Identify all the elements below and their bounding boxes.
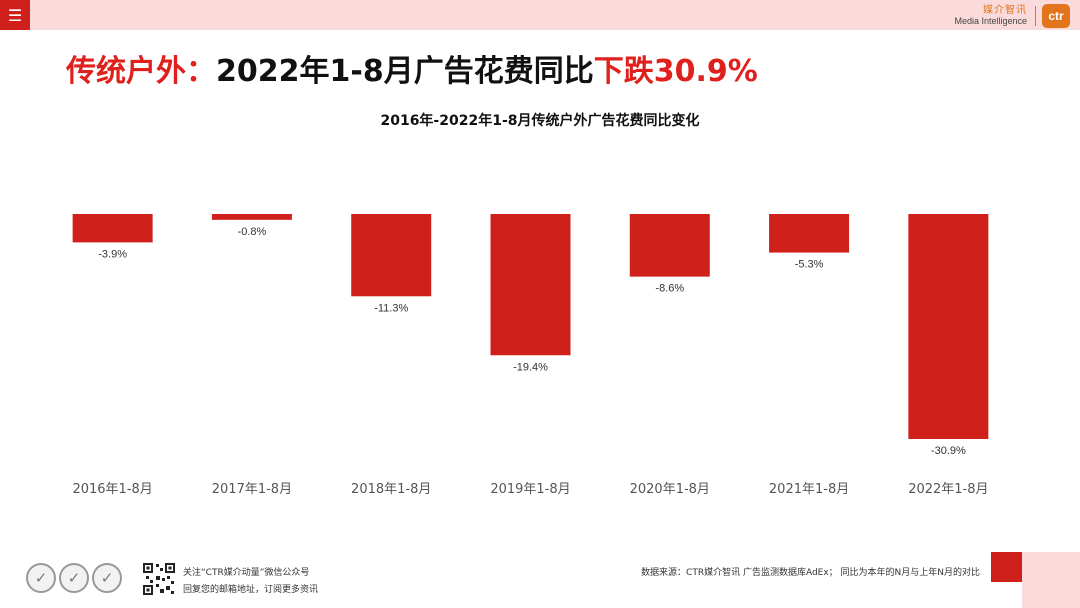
follow-line-2: 回复您的邮箱地址，订阅更多资讯 <box>183 585 319 595</box>
data-label-5: -5.3% <box>795 259 824 271</box>
x-tick-label-0: 2016年1-8月 <box>72 482 152 497</box>
bar-chart: -3.9% 2016年1-8月 -0.8% 2017年1-8月 -11.3% 2018年1… <box>72 214 989 497</box>
ctr-logo: ctr <box>1042 4 1070 28</box>
x-tick-label-5: 2021年1-8月 <box>769 482 849 497</box>
corner-decoration-red <box>991 552 1022 582</box>
x-tick-label-2: 2018年1-8月 <box>351 482 431 497</box>
x-tick-label-4: 2020年1-8月 <box>630 482 710 497</box>
title-emphasis: 下跌30.9% <box>593 54 758 89</box>
brand-logo-group: 媒介智讯 Media Intelligence ctr <box>954 3 1070 29</box>
bar-4 <box>629 214 710 277</box>
certification-seals: ✓ ✓ ✓ <box>26 563 122 597</box>
qr-code-icon <box>142 562 176 596</box>
menu-icon[interactable]: ☰ <box>0 0 30 30</box>
sgs-seal-icon: ✓ <box>26 563 56 593</box>
top-bar <box>0 0 1080 30</box>
bar-2 <box>351 214 432 297</box>
data-source-note: 数据来源：CTR媒介智讯 广告监测数据库AdEx； 同比为本年的N月与上年N月的… <box>641 568 980 578</box>
brand-text: 媒介智讯 Media Intelligence <box>954 5 1027 27</box>
x-tick-label-6: 2022年1-8月 <box>908 482 988 497</box>
sgs-seal-icon: ✓ <box>59 563 89 593</box>
brand-separator <box>1035 6 1036 26</box>
bar-3 <box>490 214 571 356</box>
data-label-0: -3.9% <box>98 248 127 260</box>
follow-text: 关注“CTR媒介动量”微信公众号 回复您的邮箱地址，订阅更多资讯 <box>183 565 318 599</box>
bar-0 <box>72 214 153 243</box>
data-label-6: -30.9% <box>931 445 966 457</box>
x-tick-label-3: 2019年1-8月 <box>490 482 570 497</box>
title-prefix: 传统户外： <box>66 54 216 89</box>
title-middle: 2022年1-8月广告花费同比 <box>216 54 594 89</box>
data-label-1: -0.8% <box>238 226 267 238</box>
page-title: 传统户外：2022年1-8月广告花费同比下跌30.9% <box>66 46 758 90</box>
data-label-2: -11.3% <box>374 302 408 314</box>
brand-name-en: Media Intelligence <box>954 16 1027 26</box>
chart-title: 2016年-2022年1-8月传统户外广告花费同比变化 <box>380 113 700 129</box>
bar-5 <box>769 214 850 253</box>
brand-name-cn: 媒介智讯 <box>983 5 1027 16</box>
x-tick-label-1: 2017年1-8月 <box>212 482 292 497</box>
follow-line-1: 关注“CTR媒介动量”微信公众号 <box>183 568 310 578</box>
bar-6 <box>908 214 989 439</box>
bar-1 <box>211 214 292 220</box>
data-label-3: -19.4% <box>513 361 548 373</box>
corner-decoration-pink <box>1022 552 1080 608</box>
sgs-seal-icon: ✓ <box>92 563 122 593</box>
data-label-4: -8.6% <box>655 283 684 295</box>
